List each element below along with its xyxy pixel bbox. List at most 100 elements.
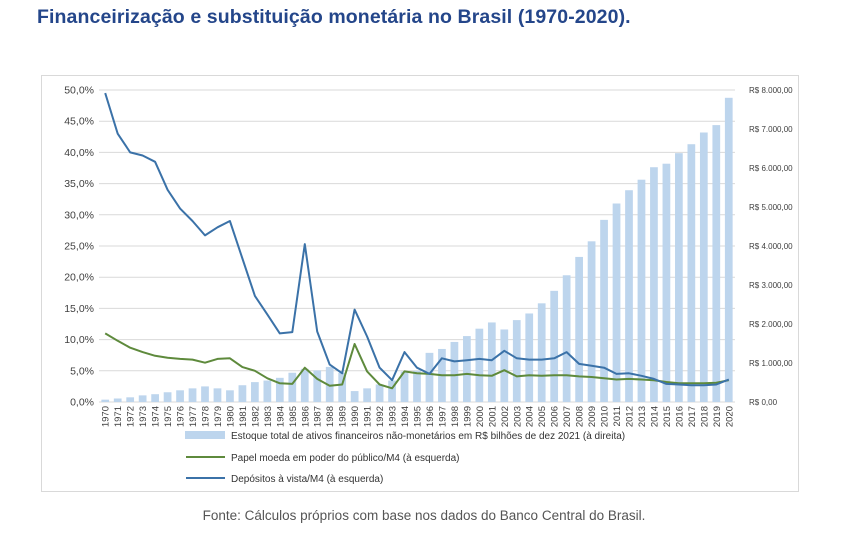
- bar: [637, 179, 646, 402]
- x-tick-label: 1985: [288, 406, 299, 427]
- bar: [138, 395, 147, 402]
- bar: [475, 328, 484, 402]
- x-tick-label: 1974: [151, 406, 162, 427]
- legend-label-depositos: Depósitos à vista/M4 (à esquerda): [231, 474, 383, 485]
- bar: [699, 132, 708, 402]
- y-left-tick-label: 20,0%: [64, 272, 94, 284]
- bar: [425, 352, 434, 402]
- x-tick-label: 2013: [637, 406, 648, 427]
- x-tick-label: 2008: [575, 406, 586, 427]
- x-tick-label: 2006: [550, 406, 561, 427]
- y-left-tick-label: 45,0%: [64, 116, 94, 128]
- x-tick-label: 2019: [712, 406, 723, 427]
- x-tick-label: 2020: [724, 406, 735, 427]
- legend-label-papel-moeda: Papel moeda em poder do público/M4 (à es…: [231, 453, 459, 464]
- bar: [238, 385, 247, 402]
- x-tick-label: 1994: [400, 406, 411, 427]
- bar: [650, 167, 658, 402]
- bar: [625, 190, 633, 402]
- bar: [188, 388, 197, 402]
- y-left-tick-label: 25,0%: [64, 241, 94, 253]
- x-tick-label: 1987: [313, 406, 324, 427]
- bar: [413, 370, 421, 402]
- x-tick-label: 1995: [413, 406, 424, 427]
- x-tick-label: 1977: [188, 406, 199, 427]
- x-tick-label: 1999: [462, 406, 473, 427]
- x-tick-label: 2010: [600, 406, 611, 427]
- source-note: Fonte: Cálculos próprios com base nos da…: [202, 508, 646, 523]
- x-tick-label: 2012: [625, 406, 636, 427]
- x-tick-label: 2017: [687, 406, 698, 427]
- chart-svg: 0,0% 5,0% 10,0% 15,0% 20,0% 25,0% 30,0% 35,0% 40…: [64, 85, 793, 486]
- y-right-tick-label: R$ 1.000,00: [749, 359, 793, 368]
- bar: [525, 313, 534, 402]
- bar: [313, 370, 322, 402]
- x-tick-label: 1984: [275, 406, 286, 427]
- x-tick-label: 1997: [437, 406, 448, 427]
- y-left-tick-label: 50,0%: [64, 85, 94, 97]
- x-tick-label: 1971: [113, 406, 124, 427]
- x-tick-label: 1976: [176, 406, 187, 427]
- series-line-papel-moeda: [104, 332, 729, 390]
- bar: [463, 336, 471, 402]
- bar: [363, 388, 371, 402]
- x-tick-label: 2009: [587, 406, 598, 427]
- x-tick-label: 1992: [375, 406, 386, 427]
- y-left-tick-label: 40,0%: [64, 147, 94, 159]
- chart-title: Financeirização e substituição monetária…: [37, 6, 631, 28]
- bar: [275, 377, 284, 402]
- x-tick-label: 1988: [325, 406, 336, 427]
- bar: [500, 329, 509, 402]
- x-tick-label: 2000: [475, 406, 486, 427]
- bar: [226, 390, 234, 402]
- x-tick-label: 2007: [562, 406, 573, 427]
- bar: [600, 219, 608, 402]
- y-left-tick-label: 15,0%: [64, 303, 94, 315]
- bar: [662, 163, 671, 402]
- x-tick-label: 2003: [512, 406, 523, 427]
- bar: [537, 303, 546, 402]
- bar: [550, 290, 559, 402]
- y-left-tick-label: 35,0%: [64, 178, 94, 190]
- y-right-tick-label: R$ 8.000,00: [749, 86, 793, 95]
- x-tick-label: 1986: [300, 406, 311, 427]
- bar: [487, 322, 496, 402]
- x-tick-label: 1979: [213, 406, 224, 427]
- y-left-tick-label: 30,0%: [64, 209, 94, 221]
- bar: [325, 366, 334, 402]
- x-tick-label: 1973: [138, 406, 149, 427]
- y-right-tick-label: R$ 6.000,00: [749, 164, 793, 173]
- x-tick-label: 2011: [612, 406, 623, 426]
- bar: [612, 203, 621, 402]
- x-tick-label: 1981: [238, 406, 249, 427]
- bar: [163, 392, 172, 402]
- bar: [288, 372, 297, 402]
- bar: [400, 371, 409, 402]
- x-tick-label: 1975: [163, 406, 174, 427]
- bar: [375, 384, 384, 402]
- y-right-tick-label: R$ 5.000,00: [749, 203, 793, 212]
- bar: [251, 382, 259, 402]
- bar: [388, 380, 396, 402]
- x-tick-label: 1996: [425, 406, 436, 427]
- chart-frame: 0,0% 5,0% 10,0% 15,0% 20,0% 25,0% 30,0% 35,0% 40…: [41, 75, 799, 492]
- x-tick-label: 1989: [338, 406, 349, 427]
- x-tick-label: 2004: [525, 406, 536, 427]
- x-tick-label: 1990: [350, 406, 361, 427]
- y-right-tick-label: R$ 3.000,00: [749, 281, 793, 290]
- bar: [687, 144, 696, 402]
- bar: [575, 256, 583, 402]
- bar: [113, 398, 122, 402]
- x-tick-label: 2005: [537, 406, 548, 427]
- legend-swatch-bars: [185, 431, 225, 439]
- y-right-tick-label: R$ 0,00: [749, 398, 778, 407]
- series-line-depositos: [104, 92, 730, 387]
- bar: [562, 275, 571, 402]
- bar: [300, 368, 309, 402]
- x-tick-label: 1982: [250, 406, 261, 427]
- y-left-tick-label: 10,0%: [64, 334, 94, 346]
- y-left-tick-label: 5,0%: [70, 365, 94, 377]
- bar: [587, 241, 596, 402]
- x-tick-label: 1983: [263, 406, 274, 427]
- x-tick-label: 1993: [388, 406, 399, 427]
